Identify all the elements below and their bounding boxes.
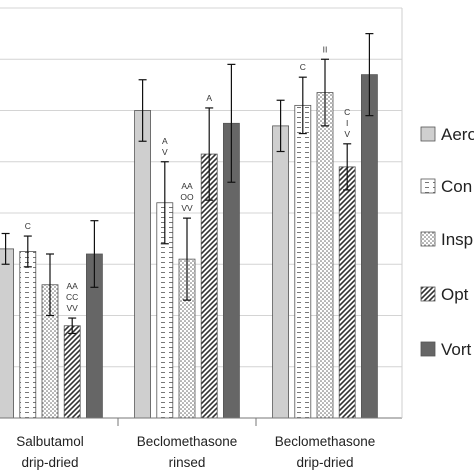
- error-bar: [23, 235, 32, 268]
- category-label: Beclomethasone: [137, 434, 238, 449]
- annotation-label: AA: [67, 281, 79, 291]
- legend-item-insp: Insp: [420, 230, 473, 249]
- annotation-label: AA: [181, 181, 193, 191]
- annotation-label: VV: [181, 203, 193, 213]
- annotation-label: CC: [66, 292, 78, 302]
- bar-aero-0: [0, 248, 15, 419]
- error-bar: [343, 143, 352, 191]
- annotation-label: V: [344, 129, 350, 139]
- legend-item-con: Con: [420, 177, 472, 196]
- legend-label: Con: [441, 177, 472, 196]
- legend-label: Vort: [441, 340, 472, 359]
- error-bar: [160, 161, 169, 245]
- legend-label: Insp: [441, 230, 473, 249]
- category-label: drip-dried: [296, 455, 353, 470]
- legend-swatch: [420, 286, 436, 302]
- annotation-label: II: [323, 44, 328, 54]
- category-label: Beclomethasone: [275, 434, 376, 449]
- bar-insp-2: [316, 92, 334, 419]
- error-bar: [90, 220, 99, 288]
- category-labels: Salbutamol drip-dried Beclomethasone rinsed…: [16, 434, 375, 470]
- annotation-label: V: [162, 147, 168, 157]
- error-bar: [321, 58, 329, 127]
- error-bar: [365, 33, 374, 117]
- legend-swatch: [420, 126, 436, 142]
- legend: Aero Con Insp Opt Vort: [420, 125, 474, 359]
- bar-opt-0: [63, 325, 81, 419]
- error-bar: [227, 63, 236, 183]
- axes: [0, 8, 403, 426]
- bar-con-2: [294, 104, 312, 419]
- bar-opt-2: [338, 166, 356, 419]
- category-label: rinsed: [169, 455, 206, 470]
- annotation-label: OO: [180, 192, 194, 202]
- legend-item-aero: Aero: [420, 125, 474, 144]
- error-bar: [298, 76, 307, 135]
- legend-swatch: [420, 231, 436, 247]
- legend-label: Aero: [441, 125, 474, 144]
- annotation-label: C: [25, 221, 31, 231]
- error-bar: [46, 253, 54, 317]
- error-bars: [1, 33, 374, 335]
- category-label: Salbutamol: [16, 434, 84, 449]
- bar-aero-2: [272, 125, 290, 419]
- annotation-label: C: [300, 62, 306, 72]
- annotation-label: VV: [67, 303, 79, 313]
- error-bar: [276, 99, 285, 153]
- bar-vort-2: [360, 74, 378, 419]
- annotation-label: A: [206, 93, 212, 103]
- legend-label: Opt: [441, 285, 469, 304]
- legend-swatch: [420, 341, 436, 357]
- annotation-label: C: [344, 107, 350, 117]
- bar-con-0: [19, 251, 37, 419]
- error-bar: [183, 217, 191, 301]
- bars: [0, 74, 378, 419]
- legend-item-vort: Vort: [420, 340, 472, 359]
- bar-aero-1: [134, 110, 152, 419]
- error-bar: [138, 79, 147, 142]
- error-bar: [1, 232, 10, 265]
- legend-swatch: [420, 178, 436, 194]
- error-bar: [68, 317, 77, 335]
- category-label: drip-dried: [21, 455, 78, 470]
- annotation-label: I: [346, 118, 348, 128]
- annotation-label: A: [162, 136, 168, 146]
- error-bar: [205, 107, 214, 201]
- legend-item-opt: Opt: [420, 285, 469, 304]
